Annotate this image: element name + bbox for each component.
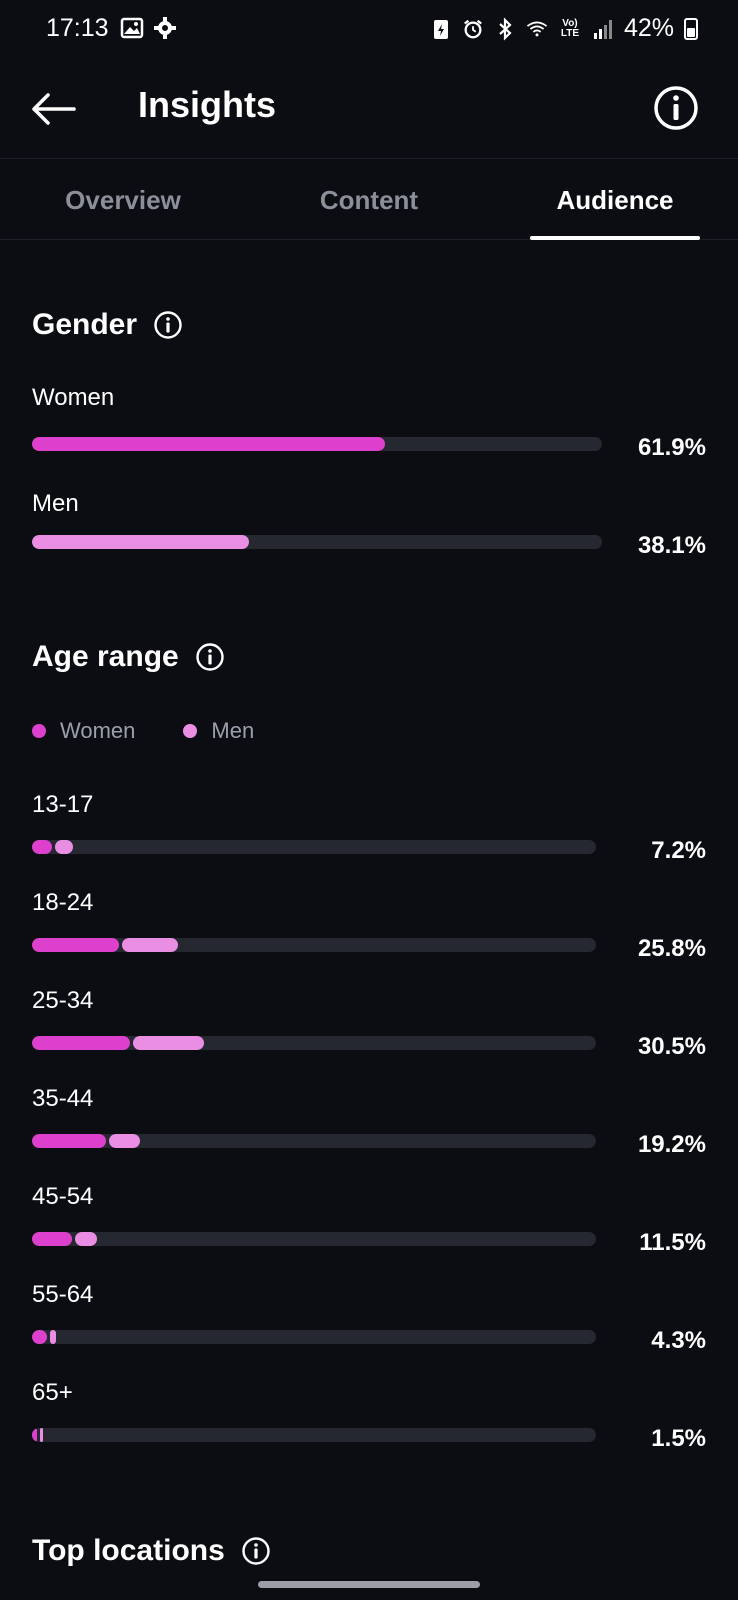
age-women-bar <box>32 938 120 952</box>
age-row-track <box>32 938 596 952</box>
age-men-bar <box>108 1134 141 1148</box>
locations-section-title: Top locations <box>32 1534 271 1568</box>
gender-men-track <box>32 535 602 549</box>
age-section-title: Age range <box>32 640 225 674</box>
age-women-bar <box>32 1428 38 1442</box>
info-icon <box>654 86 698 130</box>
wifi-icon <box>526 20 548 36</box>
settings-cog-icon <box>154 17 176 39</box>
legend-men-label: Men <box>211 718 255 743</box>
signal-icon <box>593 19 612 39</box>
age-row-label: 55-64 <box>32 1281 94 1308</box>
age-men-bar <box>40 1428 44 1442</box>
age-row-label: 18-24 <box>32 889 94 916</box>
legend-men-dot <box>183 724 198 738</box>
gender-men-pct: 38.1% <box>637 532 706 559</box>
header: Insights <box>0 58 738 158</box>
age-row-track <box>32 1036 596 1050</box>
status-right-icons: Vo) LTE 42% <box>430 14 698 43</box>
age-women-bar <box>32 1330 47 1344</box>
age-row-pct: 4.3% <box>651 1327 706 1354</box>
age-women-bar <box>32 840 53 854</box>
legend-women: Women <box>32 718 135 744</box>
age-row-track <box>32 1330 596 1344</box>
age-row-track <box>32 840 596 854</box>
age-row-pct: 11.5% <box>639 1229 706 1256</box>
gender-section-title: Gender <box>32 308 183 342</box>
age-row-track <box>32 1232 596 1246</box>
status-left-icons <box>120 16 178 40</box>
locations-title: Top locations <box>32 1534 225 1567</box>
age-row-pct: 30.5% <box>637 1033 706 1060</box>
age-row-pct: 1.5% <box>651 1425 706 1452</box>
age-row-track <box>32 1428 596 1442</box>
age-row-label: 13-17 <box>32 791 94 818</box>
tab-overview[interactable]: Overview <box>65 184 181 215</box>
tab-bar: Overview Content Audience <box>0 158 738 240</box>
gender-women-pct: 61.9% <box>637 434 706 461</box>
page-title: Insights <box>138 84 277 125</box>
age-row-pct: 19.2% <box>637 1131 706 1158</box>
age-row-label: 35-44 <box>32 1085 94 1112</box>
gallery-icon <box>120 17 144 39</box>
tab-content[interactable]: Content <box>319 184 419 215</box>
battery-saver-icon <box>433 19 448 39</box>
age-women-bar <box>32 1134 106 1148</box>
age-women-bar <box>32 1036 131 1050</box>
age-men-bar <box>122 938 178 952</box>
home-indicator[interactable] <box>258 1581 480 1588</box>
age-title: Age range <box>32 640 179 673</box>
gender-men-bar <box>32 535 250 549</box>
age-men-bar <box>74 1232 97 1246</box>
legend-men: Men <box>183 718 254 744</box>
age-legend: Women Men <box>32 718 302 744</box>
age-info-icon[interactable] <box>195 642 225 672</box>
volte-label: Vo) LTE <box>560 17 580 39</box>
battery-icon <box>684 17 698 40</box>
gender-info-icon[interactable] <box>153 310 183 340</box>
arrow-left-icon <box>32 93 76 125</box>
active-tab-indicator <box>530 236 700 240</box>
age-women-bar <box>32 1232 72 1246</box>
age-row-track <box>32 1134 596 1148</box>
info-button[interactable] <box>652 84 700 132</box>
bluetooth-icon <box>499 16 512 41</box>
age-men-bar <box>133 1036 204 1050</box>
age-men-bar <box>49 1330 57 1344</box>
age-row-label: 25-34 <box>32 987 94 1014</box>
status-bar: 17:13 Vo) LTE 42% <box>0 0 738 58</box>
gender-women-track <box>32 437 602 451</box>
gender-women-label: Women <box>32 384 115 411</box>
status-time: 17:13 <box>46 14 109 42</box>
gender-title: Gender <box>32 308 138 341</box>
age-row-pct: 7.2% <box>651 837 706 864</box>
age-men-bar <box>55 840 73 854</box>
gender-women-bar <box>32 437 385 451</box>
age-row-label: 65+ <box>32 1379 73 1406</box>
legend-women-label: Women <box>60 718 136 743</box>
age-row-pct: 25.8% <box>637 935 706 962</box>
battery-percent: 42% <box>623 14 674 42</box>
back-button[interactable] <box>28 84 78 134</box>
age-row-label: 45-54 <box>32 1183 94 1210</box>
alarm-icon <box>464 19 482 38</box>
locations-info-icon[interactable] <box>241 1536 271 1566</box>
tab-audience[interactable]: Audience <box>556 184 674 215</box>
gender-men-label: Men <box>32 490 79 517</box>
legend-women-dot <box>32 724 46 738</box>
